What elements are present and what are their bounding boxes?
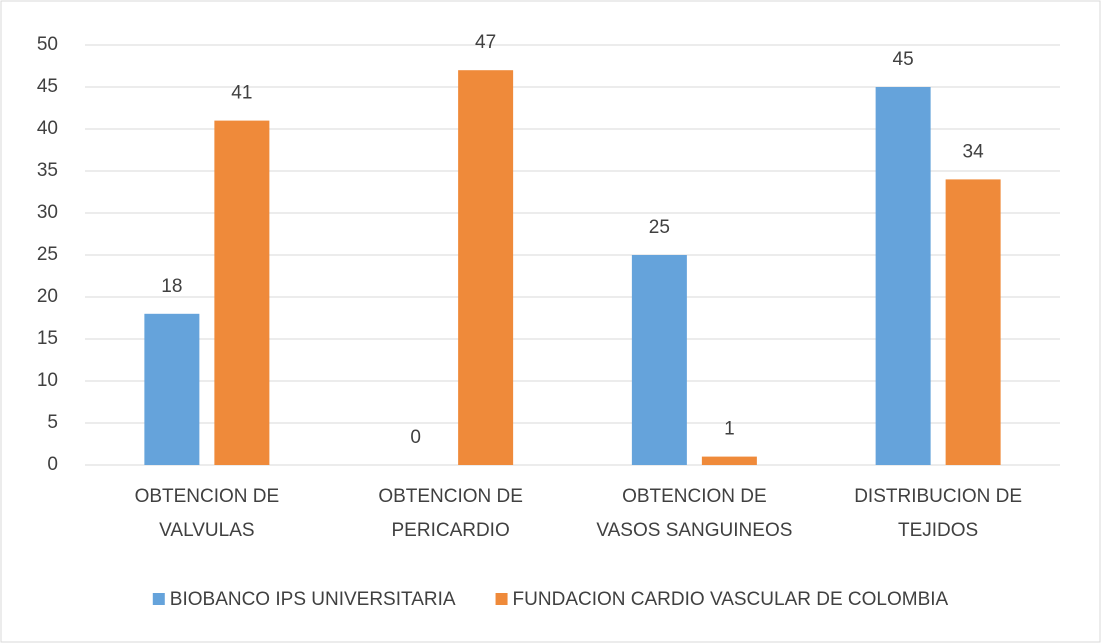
bar bbox=[458, 70, 514, 465]
x-tick-label: OBTENCION DE VALVULAS bbox=[135, 486, 280, 541]
bar bbox=[144, 313, 200, 465]
legend-swatch bbox=[152, 593, 165, 605]
data-label: 47 bbox=[475, 32, 496, 53]
legend-swatch bbox=[495, 593, 508, 605]
y-tick-label: 45 bbox=[37, 76, 58, 97]
bar bbox=[701, 456, 757, 465]
x-tick-label: DISTRIBUCION DE TEJIDOS bbox=[854, 486, 1022, 541]
legend-label: BIOBANCO IPS UNIVERSITARIA bbox=[170, 589, 456, 610]
y-tick-label: 35 bbox=[37, 160, 58, 181]
y-tick-label: 40 bbox=[37, 118, 58, 139]
bar bbox=[875, 87, 931, 465]
data-label: 45 bbox=[893, 49, 914, 70]
data-label: 0 bbox=[410, 427, 421, 448]
y-tick-label: 5 bbox=[47, 412, 58, 433]
data-label: 41 bbox=[231, 83, 252, 104]
legend: BIOBANCO IPS UNIVERSITARIA FUNDACION CARD… bbox=[152, 589, 949, 610]
y-tick-label: 30 bbox=[37, 202, 58, 223]
bar bbox=[631, 255, 687, 465]
bar bbox=[214, 120, 270, 465]
data-label: 34 bbox=[963, 141, 985, 162]
y-tick-label: 15 bbox=[37, 328, 58, 349]
x-tick-label: OBTENCION DE VASOS SANGUINEOS bbox=[596, 486, 792, 541]
legend-label: FUNDACION CARDIO VASCULAR DE COLOMBIA bbox=[513, 589, 949, 610]
y-tick-label: 50 bbox=[37, 34, 58, 55]
y-tick-label: 20 bbox=[37, 286, 58, 307]
bar bbox=[945, 179, 1001, 465]
y-tick-label: 25 bbox=[37, 244, 58, 265]
data-label: 1 bbox=[724, 419, 735, 440]
y-tick-label: 0 bbox=[47, 454, 58, 475]
data-label: 25 bbox=[649, 217, 670, 238]
data-label: 18 bbox=[161, 276, 182, 297]
x-tick-label: OBTENCION DE PERICARDIO bbox=[378, 486, 523, 541]
y-tick-label: 10 bbox=[37, 370, 58, 391]
